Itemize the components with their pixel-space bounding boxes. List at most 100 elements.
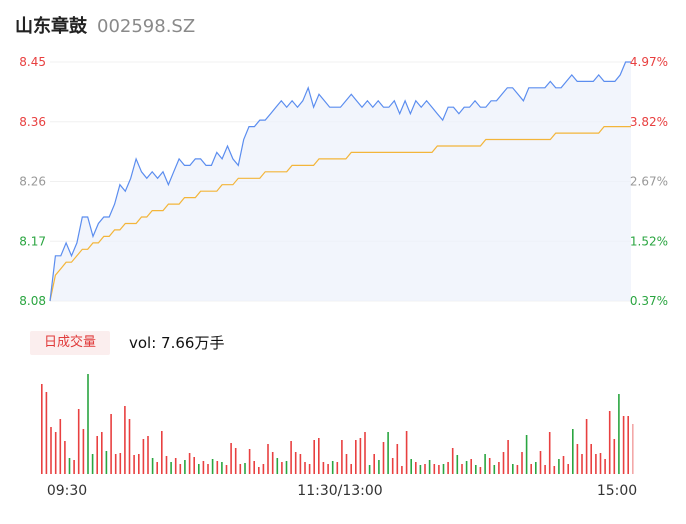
volume-bar (447, 462, 449, 474)
volume-bar (133, 455, 135, 474)
volume-bar (507, 440, 509, 474)
volume-bar (207, 464, 209, 474)
volume-bar (41, 384, 43, 474)
volume-bar (618, 394, 620, 474)
volume-bar (239, 464, 242, 474)
volume-bar (91, 454, 94, 474)
volume-bar (244, 463, 246, 474)
volume-bar (96, 436, 98, 474)
volume-bar (488, 458, 491, 474)
volume-bar (198, 464, 200, 474)
volume-bar (225, 465, 228, 474)
volume-bar (327, 464, 329, 474)
volume-bar (165, 456, 168, 474)
percent-label: 4.97% (630, 55, 668, 69)
price-line (49, 61, 631, 302)
volume-bar (438, 465, 440, 474)
volume-bar (405, 431, 408, 474)
volume-bar (276, 458, 279, 474)
volume-bar (548, 432, 551, 474)
volume-bar (590, 444, 592, 474)
volume-bar (119, 453, 122, 474)
volume-bar (373, 454, 375, 474)
volume-bar (553, 466, 556, 474)
volume-bar (345, 454, 348, 474)
volume-bar (73, 460, 75, 474)
volume-bar (184, 460, 186, 474)
volume-bar (221, 462, 223, 474)
volume-bar (613, 439, 616, 474)
percent-label: 3.82% (630, 115, 668, 129)
volume-bar (516, 465, 519, 474)
stock-code: 002598.SZ (97, 16, 196, 37)
volume-bar (475, 465, 477, 474)
volume-bar (581, 454, 583, 474)
volume-bar (253, 461, 255, 474)
volume-bar (110, 414, 112, 474)
volume-bar (202, 461, 205, 474)
volume-bar (59, 419, 62, 474)
volume-bar (415, 462, 417, 474)
volume-bar (258, 467, 260, 474)
volume-bar (470, 459, 472, 474)
volume-bar (64, 441, 66, 474)
volume-bar (262, 464, 265, 474)
volume-bar (585, 419, 588, 474)
volume-bars (41, 374, 634, 474)
volume-prefix: vol: (129, 334, 162, 352)
volume-bar (595, 454, 597, 474)
volume-bar (174, 458, 177, 474)
daily-volume-tab[interactable]: 日成交量 (30, 331, 110, 355)
time-axis-labels: 09:30 11:30/13:00 15:00 (47, 483, 637, 499)
average-price-line (49, 125, 631, 302)
volume-bar (391, 458, 394, 474)
volume-bar (401, 466, 403, 474)
volume-bar (68, 458, 71, 474)
time-label: 11:30/13:00 (297, 483, 382, 499)
volume-bar (248, 449, 251, 474)
volume-bar (45, 392, 48, 474)
volume-bar (170, 462, 172, 474)
volume-bar (234, 448, 237, 474)
volume-bar (521, 452, 523, 474)
volume-bar (193, 457, 195, 474)
volume-bar (114, 454, 117, 474)
volume-bar (322, 462, 325, 474)
volume-bar (147, 436, 149, 474)
volume-bar (622, 416, 625, 474)
volume-bar (396, 444, 399, 474)
volume-bar (558, 459, 560, 474)
volume-bar (599, 453, 602, 474)
volume-value: 7.66万手 (161, 334, 225, 352)
volume-bar (77, 409, 80, 474)
volume-bar (424, 464, 426, 474)
volume-bar (359, 438, 362, 474)
volume-bar (331, 461, 334, 474)
volume-bar (493, 465, 496, 474)
volume-bar (410, 459, 412, 474)
volume-bar (604, 459, 606, 474)
volume-bar (479, 467, 482, 474)
volume-bar (285, 461, 288, 474)
volume-bar (341, 440, 343, 474)
volume-bar (124, 406, 126, 474)
volume-bar (576, 444, 579, 474)
volume-bar (364, 432, 366, 474)
volume-bar (544, 465, 546, 474)
volume-bar (161, 431, 163, 474)
volume-bar (562, 456, 565, 474)
price-label: 8.08 (19, 294, 46, 308)
volume-bar (525, 435, 528, 474)
volume-readout: vol: 7.66万手 (129, 331, 224, 355)
volume-bar (461, 464, 463, 474)
volume-bar (336, 462, 339, 474)
volume-bar (539, 451, 542, 474)
price-label: 8.17 (19, 234, 46, 248)
volume-bar (299, 454, 302, 474)
volume-bar (87, 374, 89, 474)
volume-bar (387, 432, 389, 474)
time-label: 15:00 (597, 483, 637, 499)
stock-header: 山东章鼓 002598.SZ (15, 12, 195, 40)
volume-bar (627, 416, 629, 474)
volume-bar (313, 440, 315, 474)
